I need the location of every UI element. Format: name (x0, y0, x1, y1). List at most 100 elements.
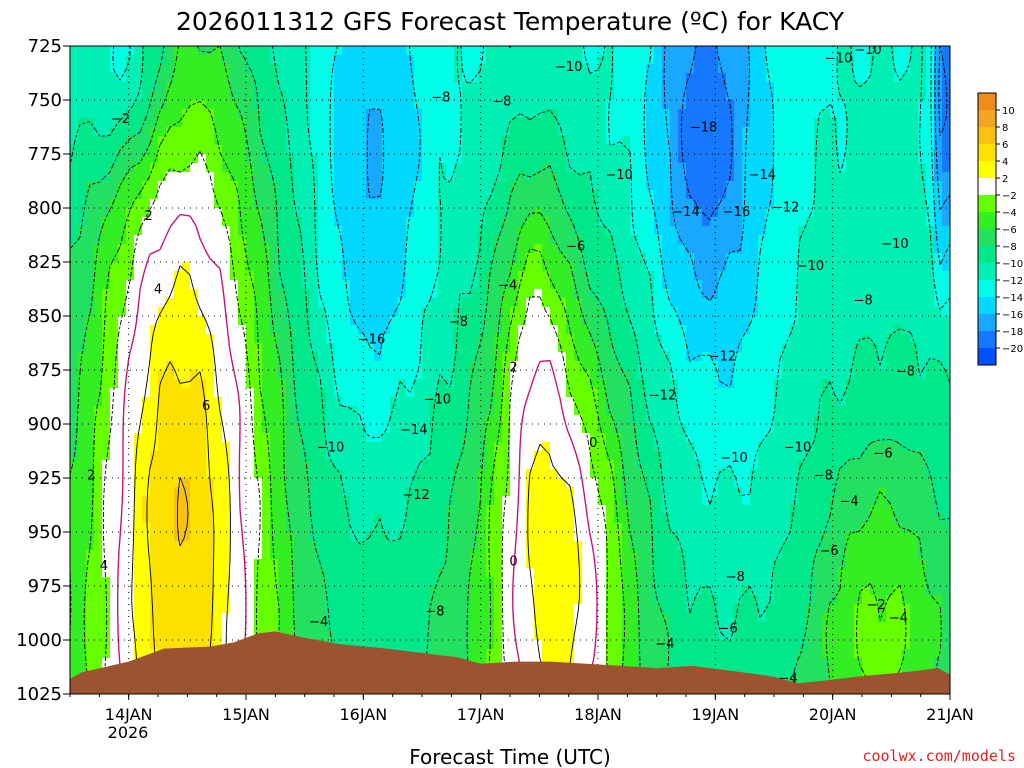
field-cell (598, 226, 607, 236)
field-cell (238, 451, 247, 461)
field-cell (94, 343, 103, 353)
field-cell (150, 514, 159, 524)
field-cell (406, 451, 415, 461)
field-cell (406, 64, 415, 74)
field-cell (422, 379, 431, 389)
field-cell (254, 325, 263, 335)
field-cell (238, 577, 247, 587)
field-cell (366, 136, 375, 146)
field-cell (110, 136, 119, 146)
field-cell (158, 604, 167, 614)
field-cell (574, 658, 583, 668)
field-cell (334, 190, 343, 200)
field-cell (598, 640, 607, 650)
field-cell (246, 586, 255, 596)
field-cell (174, 217, 183, 227)
field-cell (566, 604, 575, 614)
field-cell (190, 316, 199, 326)
field-cell (494, 415, 503, 425)
field-cell (582, 649, 591, 659)
field-cell (262, 208, 271, 218)
field-cell (158, 496, 167, 506)
field-cell (390, 379, 399, 389)
field-cell (486, 217, 495, 227)
field-cell (598, 532, 607, 542)
field-cell (494, 226, 503, 236)
field-cell (614, 514, 623, 524)
field-cell (166, 208, 175, 218)
field-cell (494, 559, 503, 569)
field-cell (606, 289, 615, 299)
field-cell (558, 622, 567, 632)
field-cell (134, 82, 143, 92)
field-cell (262, 307, 271, 317)
field-cell (414, 577, 423, 587)
field-cell (190, 370, 199, 380)
field-cell (334, 514, 343, 524)
field-cell (502, 451, 511, 461)
field-cell (398, 289, 407, 299)
field-cell (446, 226, 455, 236)
field-cell (454, 424, 463, 434)
field-cell (358, 487, 367, 497)
field-cell (526, 604, 535, 614)
field-cell (406, 559, 415, 569)
field-cell (158, 559, 167, 569)
field-cell (398, 46, 407, 56)
field-cell (94, 469, 103, 479)
field-cell (502, 145, 511, 155)
field-cell (574, 523, 583, 533)
field-cell (198, 100, 207, 110)
field-cell (606, 649, 615, 659)
field-cell (174, 316, 183, 326)
field-cell (158, 316, 167, 326)
field-cell (358, 235, 367, 245)
field-cell (110, 127, 119, 137)
field-cell (502, 460, 511, 470)
field-cell (214, 343, 223, 353)
field-cell (190, 361, 199, 371)
field-cell (166, 253, 175, 263)
field-cell (334, 145, 343, 155)
field-cell (486, 541, 495, 551)
field-cell (582, 136, 591, 146)
field-cell (590, 514, 599, 524)
field-cell (254, 406, 263, 416)
field-cell (526, 622, 535, 632)
field-cell (550, 541, 559, 551)
field-cell (174, 541, 183, 551)
field-cell (350, 73, 359, 83)
field-cell (222, 217, 231, 227)
field-cell (190, 631, 199, 641)
field-cell (150, 163, 159, 173)
field-cell (470, 334, 479, 344)
field-cell (374, 127, 383, 137)
field-cell (318, 469, 327, 479)
field-cell (494, 118, 503, 128)
field-cell (398, 271, 407, 281)
field-cell (262, 370, 271, 380)
field-cell (246, 505, 255, 515)
field-cell (94, 262, 103, 272)
field-cell (358, 82, 367, 92)
field-cell (142, 397, 151, 407)
field-cell (326, 406, 335, 416)
field-cell (238, 631, 247, 641)
field-cell (494, 406, 503, 416)
field-cell (486, 235, 495, 245)
field-cell (438, 109, 447, 119)
field-cell (86, 397, 95, 407)
field-cell (238, 379, 247, 389)
field-cell (606, 379, 615, 389)
field-cell (350, 442, 359, 452)
field-cell (582, 361, 591, 371)
field-cell (134, 559, 143, 569)
field-cell (230, 559, 239, 569)
field-cell (222, 163, 231, 173)
field-cell (110, 397, 119, 407)
field-cell (518, 109, 527, 119)
field-cell (590, 658, 599, 668)
field-cell (422, 388, 431, 398)
field-cell (518, 46, 527, 56)
field-cell (334, 127, 343, 137)
